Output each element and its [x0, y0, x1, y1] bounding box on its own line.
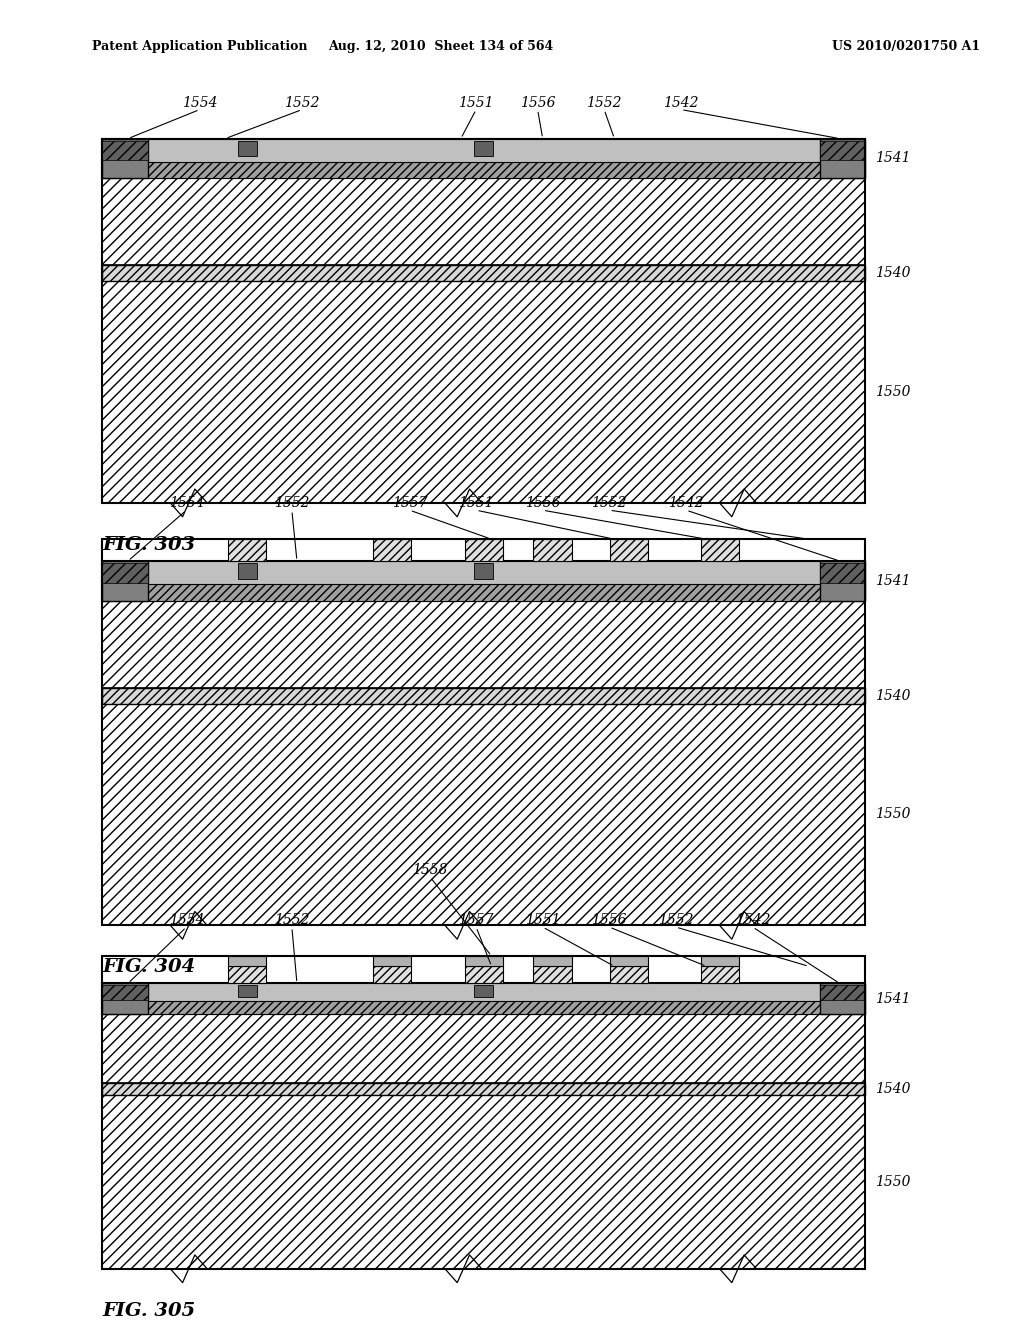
Text: 1541: 1541 — [876, 574, 911, 587]
Text: US 2010/0201750 A1: US 2010/0201750 A1 — [833, 40, 980, 53]
Bar — [819, 983, 865, 1014]
Bar — [102, 539, 865, 925]
Bar — [701, 966, 739, 983]
Bar — [819, 985, 865, 1001]
Bar — [819, 561, 865, 601]
Bar — [102, 983, 865, 1014]
Text: 1556: 1556 — [592, 913, 627, 927]
Text: 1541: 1541 — [876, 152, 911, 165]
Bar — [102, 561, 148, 601]
Bar — [474, 564, 494, 579]
Bar — [102, 704, 865, 925]
Text: 1540: 1540 — [876, 1082, 911, 1096]
Bar — [102, 265, 865, 281]
Bar — [609, 540, 648, 561]
Bar — [102, 178, 865, 265]
Text: 1541: 1541 — [876, 991, 911, 1006]
Bar — [228, 966, 266, 983]
Text: 1554: 1554 — [169, 913, 204, 927]
Bar — [102, 281, 865, 503]
Text: 1552: 1552 — [274, 913, 309, 927]
Text: 1550: 1550 — [876, 385, 911, 399]
Text: FIG. 303: FIG. 303 — [102, 536, 196, 554]
Bar — [102, 139, 865, 178]
Bar — [228, 956, 266, 966]
Text: 1557: 1557 — [459, 913, 494, 927]
Text: 1552: 1552 — [658, 913, 693, 927]
Bar — [701, 956, 739, 966]
Text: 1551: 1551 — [525, 913, 560, 927]
Text: Aug. 12, 2010  Sheet 134 of 564: Aug. 12, 2010 Sheet 134 of 564 — [328, 40, 553, 53]
Bar — [238, 564, 257, 579]
Text: 1554: 1554 — [169, 496, 204, 511]
Text: 1552: 1552 — [587, 95, 622, 110]
Bar — [474, 141, 494, 157]
Text: 1556: 1556 — [520, 95, 555, 110]
Bar — [534, 966, 571, 983]
Bar — [102, 1082, 865, 1096]
Bar — [465, 540, 503, 561]
Bar — [534, 540, 571, 561]
Bar — [701, 540, 739, 561]
Text: 1542: 1542 — [669, 496, 703, 511]
Text: 1551: 1551 — [459, 95, 494, 110]
Bar — [373, 966, 412, 983]
Bar — [102, 956, 865, 1269]
Bar — [102, 141, 148, 161]
Text: 1540: 1540 — [876, 689, 911, 702]
Text: 1540: 1540 — [876, 267, 911, 280]
Bar — [102, 983, 148, 1014]
Text: 1557: 1557 — [392, 496, 427, 511]
Text: 1542: 1542 — [735, 913, 770, 927]
Bar — [228, 540, 266, 561]
Bar — [819, 564, 865, 583]
Text: 1554: 1554 — [182, 95, 217, 110]
Bar — [102, 583, 865, 601]
Text: FIG. 305: FIG. 305 — [102, 1302, 196, 1320]
Text: 1542: 1542 — [664, 95, 698, 110]
Bar — [819, 139, 865, 178]
Bar — [102, 564, 148, 583]
Bar — [102, 1096, 865, 1269]
Text: Patent Application Publication: Patent Application Publication — [92, 40, 307, 53]
Bar — [102, 688, 865, 704]
Text: 1550: 1550 — [876, 1175, 911, 1189]
Bar — [102, 985, 148, 1001]
Text: 1552: 1552 — [285, 95, 319, 110]
Text: 1552: 1552 — [592, 496, 627, 511]
Bar — [102, 1014, 865, 1082]
Text: 1550: 1550 — [876, 808, 911, 821]
Bar — [238, 141, 257, 157]
Bar — [465, 966, 503, 983]
Bar — [465, 956, 503, 966]
Bar — [238, 985, 257, 998]
Text: 1558: 1558 — [413, 863, 447, 876]
Text: 1552: 1552 — [274, 496, 309, 511]
Bar — [609, 956, 648, 966]
Bar — [102, 1002, 865, 1014]
Bar — [102, 561, 865, 601]
Bar — [609, 966, 648, 983]
Bar — [373, 956, 412, 966]
Bar — [373, 540, 412, 561]
Bar — [102, 161, 865, 178]
Bar — [534, 956, 571, 966]
Bar — [102, 601, 865, 688]
Bar — [102, 139, 865, 503]
Text: FIG. 304: FIG. 304 — [102, 958, 196, 977]
Bar — [474, 985, 494, 998]
Text: 1551: 1551 — [459, 496, 494, 511]
Bar — [819, 141, 865, 161]
Text: 1556: 1556 — [525, 496, 560, 511]
Bar — [102, 139, 148, 178]
